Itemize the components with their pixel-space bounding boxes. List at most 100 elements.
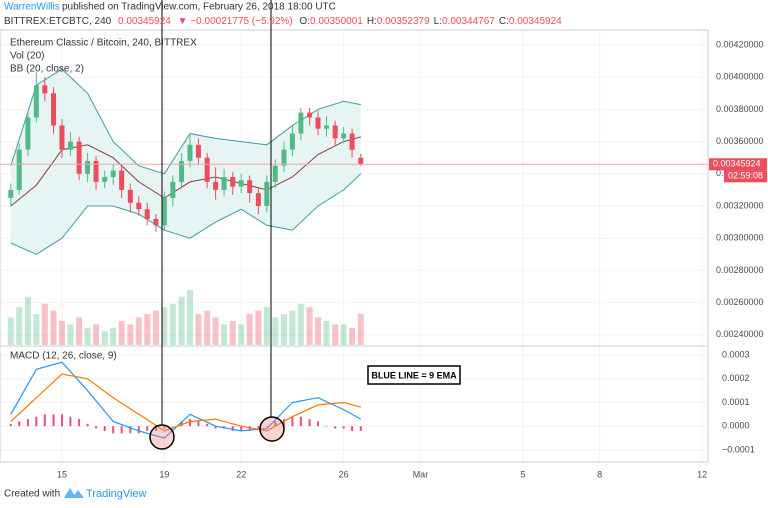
published: published on TradingView.com, February 2… [62, 2, 336, 13]
x-tick-label: 19 [159, 469, 169, 479]
volume-bar [24, 296, 31, 345]
ohlc-value: 0.00345924 [509, 16, 562, 27]
volume-bar [212, 317, 219, 345]
symbol-line: BITTREX:ETCBTC, 240 0.00345924 ▼ −0.0002… [4, 16, 562, 27]
candle-body [110, 170, 116, 178]
volume-bar [255, 310, 262, 345]
ohlc-label: H: [367, 16, 377, 27]
candle-body [298, 112, 304, 134]
volume-bar [169, 303, 176, 345]
candle-body [42, 85, 48, 94]
candle-body [272, 165, 278, 182]
annotation-box [367, 365, 461, 385]
histogram-bar [359, 426, 362, 431]
candle-body [315, 117, 321, 129]
volume-bar [297, 303, 304, 345]
histogram-bar [351, 426, 354, 431]
ohlc-value: 0.00344767 [442, 16, 495, 27]
candle-body [195, 144, 201, 158]
last-price-label: 0.00345924 [713, 159, 761, 169]
candle-body [127, 189, 133, 203]
volume-bar [41, 303, 48, 345]
candle-body [153, 218, 159, 226]
volume-bar [101, 331, 108, 345]
volume-bar [357, 314, 364, 345]
volume-bar [110, 327, 117, 345]
annotation: BLUE LINE = 9 EMA [371, 370, 457, 380]
candle-body [170, 181, 176, 198]
candle-body [67, 141, 73, 150]
volume-bar [16, 307, 23, 345]
candle-body [230, 177, 236, 187]
histogram-bar [342, 426, 345, 429]
brand[interactable]: TradingView [86, 488, 147, 500]
histogram-bar [317, 421, 320, 427]
macd-line [10, 373, 361, 432]
volume-bar [323, 320, 330, 345]
volume-bar [349, 327, 356, 345]
y-tick-label: 0.0000 [722, 421, 750, 431]
candle-body [136, 202, 142, 210]
ohlc-label: C: [499, 16, 509, 27]
histogram-bar [325, 426, 328, 427]
volume-bar [7, 317, 14, 345]
annotation-circle [259, 416, 285, 442]
histogram-bar [9, 423, 12, 427]
candle-body [204, 157, 210, 182]
candle-body [323, 125, 329, 129]
histogram-bar [308, 419, 311, 427]
histogram-bar [86, 423, 89, 427]
y-tick-label: 0.00400000 [716, 72, 764, 82]
y-tick-label: 0.00260000 [716, 297, 764, 307]
candle-body [255, 193, 261, 207]
ohlc-value: 0.00350001 [310, 16, 363, 27]
candle-body [349, 133, 355, 150]
histogram-bar [43, 414, 46, 427]
x-tick-label: 8 [597, 469, 602, 479]
histogram-bar [197, 421, 200, 427]
histogram-bar [69, 416, 72, 427]
candle-body [8, 189, 14, 198]
histogram-bar [248, 426, 251, 431]
volume-bar [161, 307, 168, 345]
change: ▼ −0.00021775 (−5.92%) [178, 16, 293, 27]
volume-bar [152, 310, 159, 345]
histogram-bar [206, 423, 209, 427]
candle-body [238, 180, 244, 187]
indicator: Vol (20) [10, 51, 44, 62]
volume-bar [67, 324, 74, 345]
histogram-bar [240, 426, 243, 431]
candle-body [264, 181, 270, 207]
candle-body [16, 149, 22, 190]
histogram-bar [265, 426, 268, 427]
histogram-bar [18, 421, 21, 427]
histogram-bar [95, 426, 98, 429]
author[interactable]: WarrenWillis [4, 2, 60, 13]
volume-bar [238, 324, 245, 345]
histogram-bar [112, 426, 115, 434]
symbol: BITTREX:ETCBTC, 240 [4, 16, 112, 27]
candle-body [51, 93, 57, 126]
footer-text: Created with [4, 489, 60, 500]
last: 0.00345924 [118, 16, 171, 27]
volume-bar [186, 290, 193, 345]
candle-body [144, 209, 150, 219]
bb-fill [10, 69, 361, 255]
histogram-bar [137, 426, 140, 434]
y-tick-label: 0.0001 [722, 397, 750, 407]
histogram-bar [35, 416, 38, 427]
x-tick-label: Mar [413, 469, 429, 479]
x-tick-label: 12 [697, 469, 707, 479]
volume-bar [332, 324, 339, 345]
y-tick-label: 0.00380000 [716, 104, 764, 114]
volume-bar [315, 317, 322, 345]
volume-bar [33, 314, 40, 345]
histogram-bar [146, 426, 149, 431]
x-tick-label: 15 [57, 469, 67, 479]
y-tick-label: 0.00420000 [716, 39, 764, 49]
histogram-bar [52, 414, 55, 427]
volume-bar [204, 310, 211, 345]
volume-bar [118, 320, 125, 345]
